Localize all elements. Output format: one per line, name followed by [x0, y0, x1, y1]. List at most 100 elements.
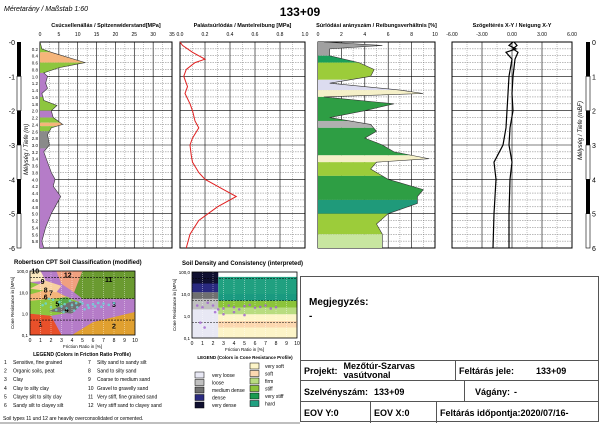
chart-title: Súrlódási arányszám / Reibungsverhältnis…: [316, 23, 437, 29]
x-tick-label: -6.00: [446, 32, 458, 38]
soil-zone: [30, 271, 46, 283]
depth-minor-label: 2.8: [32, 136, 39, 141]
depth-tick-label: 5: [592, 212, 596, 219]
legend-label: Clayey silt to silty clay: [13, 394, 62, 400]
remark-label: Megjegyzés:: [309, 297, 369, 308]
data-point: [83, 308, 86, 311]
legend-label: Gravel to gravelly sand: [97, 386, 148, 392]
data-point: [72, 309, 76, 312]
date-value: 2020/07/16-: [520, 407, 569, 418]
data-point: [96, 301, 100, 305]
soil-layer-band: [318, 234, 430, 248]
density-zone: [218, 307, 297, 315]
legend-number: 1: [4, 360, 7, 366]
x-tick-label: 0.6: [252, 32, 259, 38]
depth-tick-label: 4: [592, 177, 596, 184]
x-tick-label: 1: [201, 341, 204, 347]
x-tick-label: 20: [113, 32, 119, 38]
date-label: Feltárás időpontja:: [440, 407, 521, 418]
data-point: [206, 301, 210, 305]
depth-bar-segment: [17, 179, 21, 214]
data-point: [63, 302, 66, 306]
x-tick-label: 0: [39, 32, 42, 38]
legend-number: 8: [88, 369, 91, 375]
data-point: [100, 305, 103, 309]
y-tick-label: 10,0: [181, 292, 190, 297]
x-tick-label: 0: [191, 341, 194, 347]
legend-label: firm: [265, 379, 273, 385]
y-tick-label: 100,0: [17, 269, 29, 274]
sleeve-friction-line: [179, 41, 238, 249]
depth-tick-label: -1: [9, 74, 15, 81]
zone-label: 8: [44, 287, 48, 294]
legend-number: 4: [4, 386, 7, 392]
data-point: [253, 306, 257, 309]
legend-swatch: [249, 362, 260, 370]
eov-x: EOV X:0: [370, 402, 436, 423]
legend-note: Soil types 11 und 12 are heavily overcon…: [3, 416, 143, 422]
depth-minor-label: 5.2: [32, 219, 39, 224]
zone-label: 10: [31, 269, 39, 276]
depth-minor-label: 4.4: [32, 191, 39, 196]
legend-number: 6: [4, 403, 7, 409]
legend-label: Silty sand to sandy silt: [97, 360, 147, 366]
legend-label: loose: [212, 381, 224, 387]
zone-label: 7: [49, 291, 53, 298]
legend-number: 10: [88, 386, 94, 392]
legend-swatch: [194, 379, 205, 386]
depth-minor-label: 5.8: [32, 239, 39, 244]
profile-line: [39, 41, 86, 249]
data-point: [213, 310, 217, 314]
depth-bar-segment: [585, 76, 591, 111]
depth-tick-label: -0: [9, 40, 15, 47]
station-label: Szelvényszám:: [304, 386, 369, 397]
chart-title: Robertson CPT Soil Classification (modif…: [14, 260, 142, 266]
soil-layer-band: [318, 127, 430, 156]
depth-minor-label: 0.6: [32, 61, 39, 66]
id-value: 133+09: [536, 366, 567, 376]
y-tick-label: 100,0: [179, 270, 191, 275]
data-point: [258, 305, 262, 309]
legend-label: stiff: [265, 387, 273, 393]
y-tick-label: 0,1: [22, 333, 29, 338]
data-point: [203, 326, 206, 329]
depth-tick-label: -5: [9, 212, 15, 219]
depth-minor-label: 5.0: [32, 212, 39, 217]
scale-label: Méretarány / Maßstab 1:60: [4, 6, 88, 13]
zone-label: 6: [44, 295, 48, 302]
x-tick-label: 0.4: [227, 32, 234, 38]
legend-swatch: [194, 386, 205, 394]
depth-minor-label: 3.0: [32, 143, 39, 148]
chart-title: Szögeltérés X-Y / Neigung X-Y: [473, 23, 552, 29]
depth-axis-label: Mélység / Tiefe (m): [24, 124, 30, 175]
eov-y: EOV Y:0: [304, 407, 339, 418]
x-tick-label: 9: [123, 338, 126, 344]
depth-tick-label: 6: [592, 246, 596, 253]
depth-minor-label: 4.6: [32, 198, 39, 203]
depth-tick-label: -4: [9, 177, 15, 184]
x-tick-label: 4: [363, 32, 366, 38]
depth-bar-segment: [16, 213, 22, 249]
depth-minor-label: 3.8: [32, 170, 39, 175]
depth-bar-segment: [586, 179, 590, 214]
data-point: [93, 305, 97, 308]
legend-label: very loose: [212, 373, 235, 379]
station-value: 133+09: [374, 386, 405, 397]
project-row: Projekt: Mezőtúr-Szarvas vasútvonal Feltá…: [301, 360, 598, 381]
x-tick-label: 10: [294, 341, 300, 347]
depth-tick-label: -2: [9, 109, 15, 116]
depth-minor-label: 1.0: [32, 74, 39, 79]
depth-bar-segment: [17, 42, 21, 77]
data-point: [54, 308, 58, 312]
x-tick-label: 3: [222, 341, 225, 347]
soil-layer-band: [318, 155, 430, 163]
density-zone: [218, 314, 297, 321]
legend-swatch: [194, 371, 205, 379]
x-tick-label: 1.0: [302, 32, 309, 38]
x-tick-label: 10: [432, 32, 438, 38]
depth-tick-label: -3: [9, 143, 15, 150]
depth-bar-segment: [16, 144, 22, 180]
x-tick-label: 25: [132, 32, 138, 38]
